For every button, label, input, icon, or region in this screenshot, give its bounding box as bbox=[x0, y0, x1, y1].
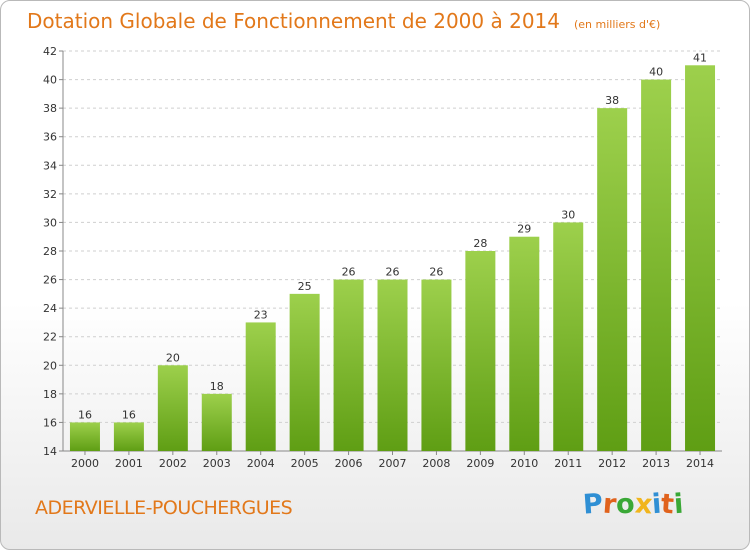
x-tick-label: 2008 bbox=[422, 457, 450, 470]
bar-value-label: 16 bbox=[78, 408, 92, 421]
bar-2001 bbox=[113, 422, 144, 451]
x-tick-label: 2014 bbox=[686, 457, 714, 470]
bar-value-label: 41 bbox=[693, 51, 707, 64]
x-tick-label: 2001 bbox=[115, 457, 143, 470]
chart-title-text: Dotation Globale de Fonctionnement de 20… bbox=[27, 9, 560, 33]
bar-2003 bbox=[201, 393, 232, 451]
bar-2011 bbox=[553, 222, 584, 451]
y-tick-label: 34 bbox=[43, 159, 57, 172]
bar-2007 bbox=[377, 279, 408, 451]
chart-unit: (en milliers d'€) bbox=[574, 18, 661, 31]
bar-2009 bbox=[465, 251, 496, 451]
x-tick-label: 2004 bbox=[247, 457, 275, 470]
x-tick-label: 2010 bbox=[510, 457, 538, 470]
bar-value-label: 38 bbox=[605, 94, 619, 107]
y-tick-label: 26 bbox=[43, 274, 57, 287]
y-tick-label: 38 bbox=[43, 102, 57, 115]
bar-2004 bbox=[245, 322, 276, 451]
x-tick-label: 2009 bbox=[466, 457, 494, 470]
y-tick-label: 20 bbox=[43, 359, 57, 372]
labels: 14 16 18 20 22 24 26 28 30 32 34 36 38 40 42 16 2000 16 20… bbox=[43, 45, 714, 470]
bar-value-label: 28 bbox=[473, 237, 487, 250]
bar-value-label: 25 bbox=[298, 280, 312, 293]
town-name: ADERVIELLE-POUCHERGUES bbox=[35, 497, 293, 519]
y-tick-label: 40 bbox=[43, 74, 57, 87]
bar-2000 bbox=[69, 422, 100, 451]
y-tick-label: 30 bbox=[43, 216, 57, 229]
x-tick-label: 2011 bbox=[554, 457, 582, 470]
bar-value-label: 18 bbox=[210, 380, 224, 393]
bar-2012 bbox=[597, 108, 628, 452]
y-tick-label: 36 bbox=[43, 131, 57, 144]
bar-value-label: 26 bbox=[342, 266, 356, 279]
bar-value-label: 30 bbox=[561, 208, 575, 221]
bars bbox=[69, 65, 716, 452]
bar-value-label: 40 bbox=[649, 66, 663, 79]
x-tick-label: 2012 bbox=[598, 457, 626, 470]
x-tick-label: 2000 bbox=[71, 457, 99, 470]
y-tick-label: 22 bbox=[43, 331, 57, 344]
y-tick-label: 32 bbox=[43, 188, 57, 201]
logo-letter: o bbox=[615, 488, 636, 521]
bar-value-label: 16 bbox=[122, 408, 136, 421]
bar-value-label: 29 bbox=[517, 223, 531, 236]
logo-letter: P bbox=[581, 488, 604, 521]
bar-2002 bbox=[157, 365, 188, 451]
y-tick-label: 18 bbox=[43, 388, 57, 401]
x-tick-label: 2006 bbox=[335, 457, 363, 470]
proxiti-logo[interactable]: Proxiti bbox=[581, 488, 685, 521]
x-tick-label: 2007 bbox=[379, 457, 407, 470]
bar-value-label: 23 bbox=[254, 308, 268, 321]
x-tick-label: 2005 bbox=[291, 457, 319, 470]
y-tick-label: 42 bbox=[43, 45, 57, 58]
y-tick-label: 16 bbox=[43, 416, 57, 429]
y-tick-label: 14 bbox=[43, 445, 57, 458]
y-tick-label: 24 bbox=[43, 302, 57, 315]
chart-title: Dotation Globale de Fonctionnement de 20… bbox=[27, 9, 660, 33]
bar-value-label: 20 bbox=[166, 351, 180, 364]
bar-value-label: 26 bbox=[429, 266, 443, 279]
bar-value-label: 26 bbox=[386, 266, 400, 279]
bar-2010 bbox=[509, 236, 540, 451]
x-tick-label: 2003 bbox=[203, 457, 231, 470]
x-tick-label: 2002 bbox=[159, 457, 187, 470]
x-tick-label: 2013 bbox=[642, 457, 670, 470]
bar-2014 bbox=[685, 65, 716, 452]
bar-2008 bbox=[421, 279, 452, 451]
bar-2013 bbox=[641, 79, 672, 452]
logo-letter: i bbox=[673, 488, 685, 521]
bar-2005 bbox=[289, 293, 320, 451]
y-tick-label: 28 bbox=[43, 245, 57, 258]
bar-2006 bbox=[333, 279, 364, 451]
